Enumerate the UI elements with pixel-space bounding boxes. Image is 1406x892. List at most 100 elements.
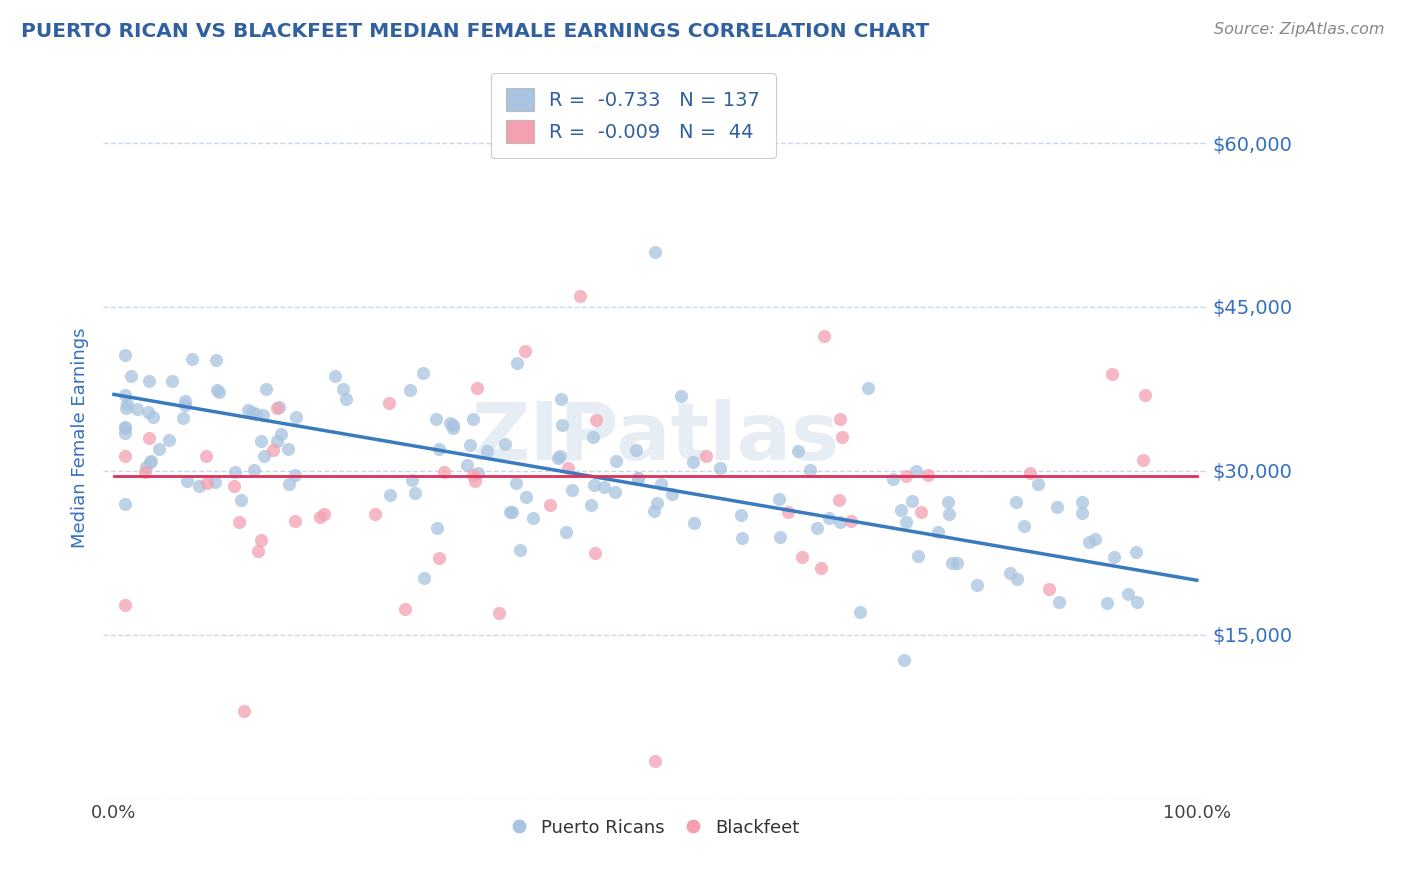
Point (1046, 500, 1069, 514)
Point (582, 477, 605, 491)
Point (114, 420, 136, 434)
Point (644, 245, 666, 260)
Point (173, 394, 195, 409)
Point (456, 458, 478, 472)
Point (139, 454, 162, 468)
Point (946, 556, 969, 570)
Point (477, 444, 499, 458)
Point (461, 412, 484, 426)
Point (224, 465, 246, 479)
Point (644, 754, 666, 768)
Text: PUERTO RICAN VS BLACKFEET MEDIAN FEMALE EARNINGS CORRELATION CHART: PUERTO RICAN VS BLACKFEET MEDIAN FEMALE … (21, 22, 929, 41)
Point (936, 495, 959, 509)
Point (554, 524, 576, 539)
Point (1038, 582, 1060, 597)
Point (114, 348, 136, 362)
Point (682, 455, 704, 469)
Point (828, 516, 851, 530)
Point (605, 485, 627, 500)
Point (467, 380, 489, 394)
Point (1070, 495, 1092, 509)
Point (136, 405, 159, 419)
Point (550, 449, 572, 463)
Point (551, 417, 574, 432)
Point (856, 381, 879, 395)
Point (695, 449, 717, 463)
Point (522, 511, 544, 525)
Point (323, 368, 346, 383)
Point (463, 467, 485, 482)
Point (464, 474, 486, 488)
Point (176, 474, 198, 488)
Y-axis label: Median Female Earnings: Median Female Earnings (72, 328, 89, 549)
Point (142, 409, 165, 424)
Point (378, 395, 401, 409)
Point (246, 543, 269, 558)
Point (683, 516, 706, 531)
Point (1077, 535, 1099, 549)
Point (790, 549, 813, 564)
Point (731, 531, 754, 545)
Point (335, 392, 357, 406)
Point (285, 410, 308, 425)
Point (938, 508, 960, 522)
Point (229, 493, 252, 508)
Point (148, 442, 170, 456)
Point (394, 601, 416, 615)
Point (494, 437, 516, 451)
Point (188, 479, 211, 493)
Point (1095, 596, 1118, 610)
Point (1116, 587, 1139, 601)
Point (787, 443, 810, 458)
Point (582, 430, 605, 444)
Point (207, 384, 229, 398)
Point (799, 463, 821, 477)
Text: ZIPatlas: ZIPatlas (471, 399, 839, 477)
Point (1125, 594, 1147, 608)
Point (709, 461, 731, 475)
Point (114, 497, 136, 511)
Point (579, 499, 602, 513)
Point (269, 400, 291, 414)
Point (839, 514, 862, 528)
Point (240, 404, 263, 418)
Point (413, 571, 436, 585)
Point (643, 504, 665, 518)
Point (890, 502, 912, 516)
Point (204, 475, 226, 490)
Point (778, 505, 800, 519)
Point (441, 417, 464, 432)
Point (427, 442, 450, 457)
Point (661, 487, 683, 501)
Point (114, 426, 136, 441)
Point (806, 521, 828, 535)
Point (626, 470, 648, 484)
Point (266, 434, 288, 449)
Point (592, 480, 614, 494)
Point (645, 496, 668, 510)
Point (488, 606, 510, 620)
Point (441, 421, 464, 435)
Point (162, 375, 184, 389)
Point (848, 605, 870, 619)
Point (228, 515, 250, 529)
Point (818, 511, 841, 525)
Point (427, 551, 450, 566)
Point (910, 505, 932, 519)
Point (114, 449, 136, 463)
Point (314, 508, 336, 522)
Point (624, 442, 647, 457)
Point (309, 510, 332, 524)
Point (232, 705, 254, 719)
Point (830, 412, 852, 426)
Point (222, 478, 245, 492)
Point (627, 471, 650, 485)
Point (1101, 368, 1123, 382)
Point (650, 476, 672, 491)
Point (174, 398, 197, 412)
Point (515, 343, 537, 358)
Point (398, 383, 420, 397)
Point (506, 356, 529, 370)
Point (768, 492, 790, 507)
Point (1026, 476, 1049, 491)
